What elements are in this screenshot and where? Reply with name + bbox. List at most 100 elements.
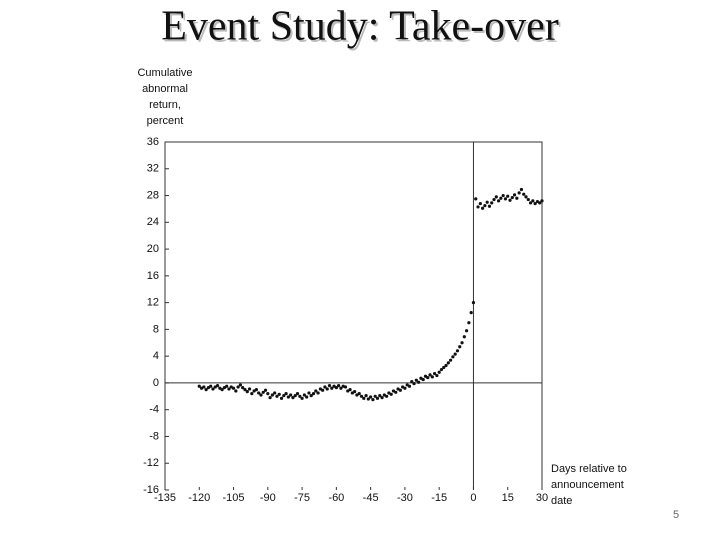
point xyxy=(428,373,432,377)
point xyxy=(279,396,284,400)
point xyxy=(298,394,302,398)
point xyxy=(403,386,407,390)
point xyxy=(528,201,533,205)
point xyxy=(316,391,320,395)
point xyxy=(426,375,430,380)
x-tick-label: -75 xyxy=(294,492,310,504)
point xyxy=(339,386,343,390)
point xyxy=(337,384,341,388)
page-number: 5 xyxy=(673,509,679,521)
point xyxy=(414,378,418,382)
point xyxy=(380,396,384,400)
point xyxy=(449,358,453,362)
point xyxy=(254,388,258,392)
point xyxy=(476,205,480,209)
y-axis-label: Cumulative xyxy=(137,67,192,79)
point xyxy=(446,361,450,365)
y-tick-label: 4 xyxy=(153,350,159,362)
point xyxy=(522,192,526,196)
point xyxy=(453,352,457,356)
point xyxy=(245,390,249,394)
point xyxy=(378,394,382,398)
point xyxy=(309,394,313,398)
point xyxy=(533,201,537,206)
point xyxy=(517,191,521,195)
point xyxy=(478,201,482,206)
point xyxy=(444,363,448,368)
point xyxy=(227,387,231,391)
point xyxy=(259,393,263,397)
point xyxy=(353,390,357,394)
point xyxy=(321,388,325,392)
y-axis-label: percent xyxy=(147,115,184,127)
point xyxy=(202,385,206,389)
point xyxy=(247,387,252,391)
point xyxy=(501,193,505,198)
point xyxy=(286,395,290,399)
point xyxy=(215,384,220,388)
point xyxy=(371,398,375,402)
point xyxy=(204,388,208,392)
point xyxy=(282,394,286,398)
point xyxy=(465,329,469,333)
y-tick-label: 28 xyxy=(147,189,159,201)
point xyxy=(225,384,229,388)
y-tick-label: 32 xyxy=(147,163,159,175)
point xyxy=(275,394,279,398)
x-axis-label: announcement xyxy=(551,479,624,491)
point xyxy=(231,386,236,390)
point xyxy=(467,321,471,325)
point xyxy=(277,392,281,396)
y-tick-label: 36 xyxy=(147,136,159,148)
point xyxy=(330,386,334,390)
point xyxy=(471,301,476,305)
point xyxy=(389,392,393,396)
plot-frame xyxy=(164,141,543,490)
point xyxy=(334,386,338,390)
point xyxy=(270,393,274,397)
point xyxy=(293,394,297,398)
x-axis-label: date xyxy=(551,495,572,507)
point xyxy=(510,195,514,200)
point xyxy=(243,388,247,392)
point xyxy=(366,397,370,401)
y-tick-label: 8 xyxy=(153,323,159,335)
point xyxy=(284,392,288,396)
point xyxy=(442,365,446,370)
point xyxy=(492,197,496,202)
point xyxy=(327,384,332,388)
y-tick-label: -8 xyxy=(149,430,159,442)
point xyxy=(398,388,402,392)
y-tick-label: -4 xyxy=(149,404,159,416)
point xyxy=(458,345,462,349)
point xyxy=(526,197,530,202)
x-tick-label: -105 xyxy=(223,492,245,504)
point xyxy=(417,380,421,384)
point xyxy=(430,375,434,379)
point xyxy=(421,377,425,382)
y-axis-label: abnormal xyxy=(142,83,188,95)
y-tick-label: -16 xyxy=(143,484,159,496)
point xyxy=(490,201,494,205)
point xyxy=(369,395,373,399)
point xyxy=(373,394,377,398)
point xyxy=(236,385,240,389)
y-tick-label: 0 xyxy=(153,377,159,389)
point xyxy=(410,379,414,384)
y-tick-label: 20 xyxy=(147,243,159,255)
point xyxy=(300,396,304,400)
point xyxy=(483,203,487,208)
y-tick-label: -12 xyxy=(143,457,159,469)
x-tick-label: 30 xyxy=(536,492,548,504)
y-axis-label: return, xyxy=(149,99,181,111)
chart-title: Event Study: Take-over xyxy=(161,4,559,50)
x-tick-label: -60 xyxy=(328,492,344,504)
title-shadow: Event Study: Take-over xyxy=(163,6,561,52)
point xyxy=(524,195,528,199)
point xyxy=(357,392,361,396)
x-tick-label: -120 xyxy=(188,492,210,504)
point xyxy=(375,396,380,400)
x-tick-label: -135 xyxy=(154,492,176,504)
point xyxy=(234,389,238,393)
